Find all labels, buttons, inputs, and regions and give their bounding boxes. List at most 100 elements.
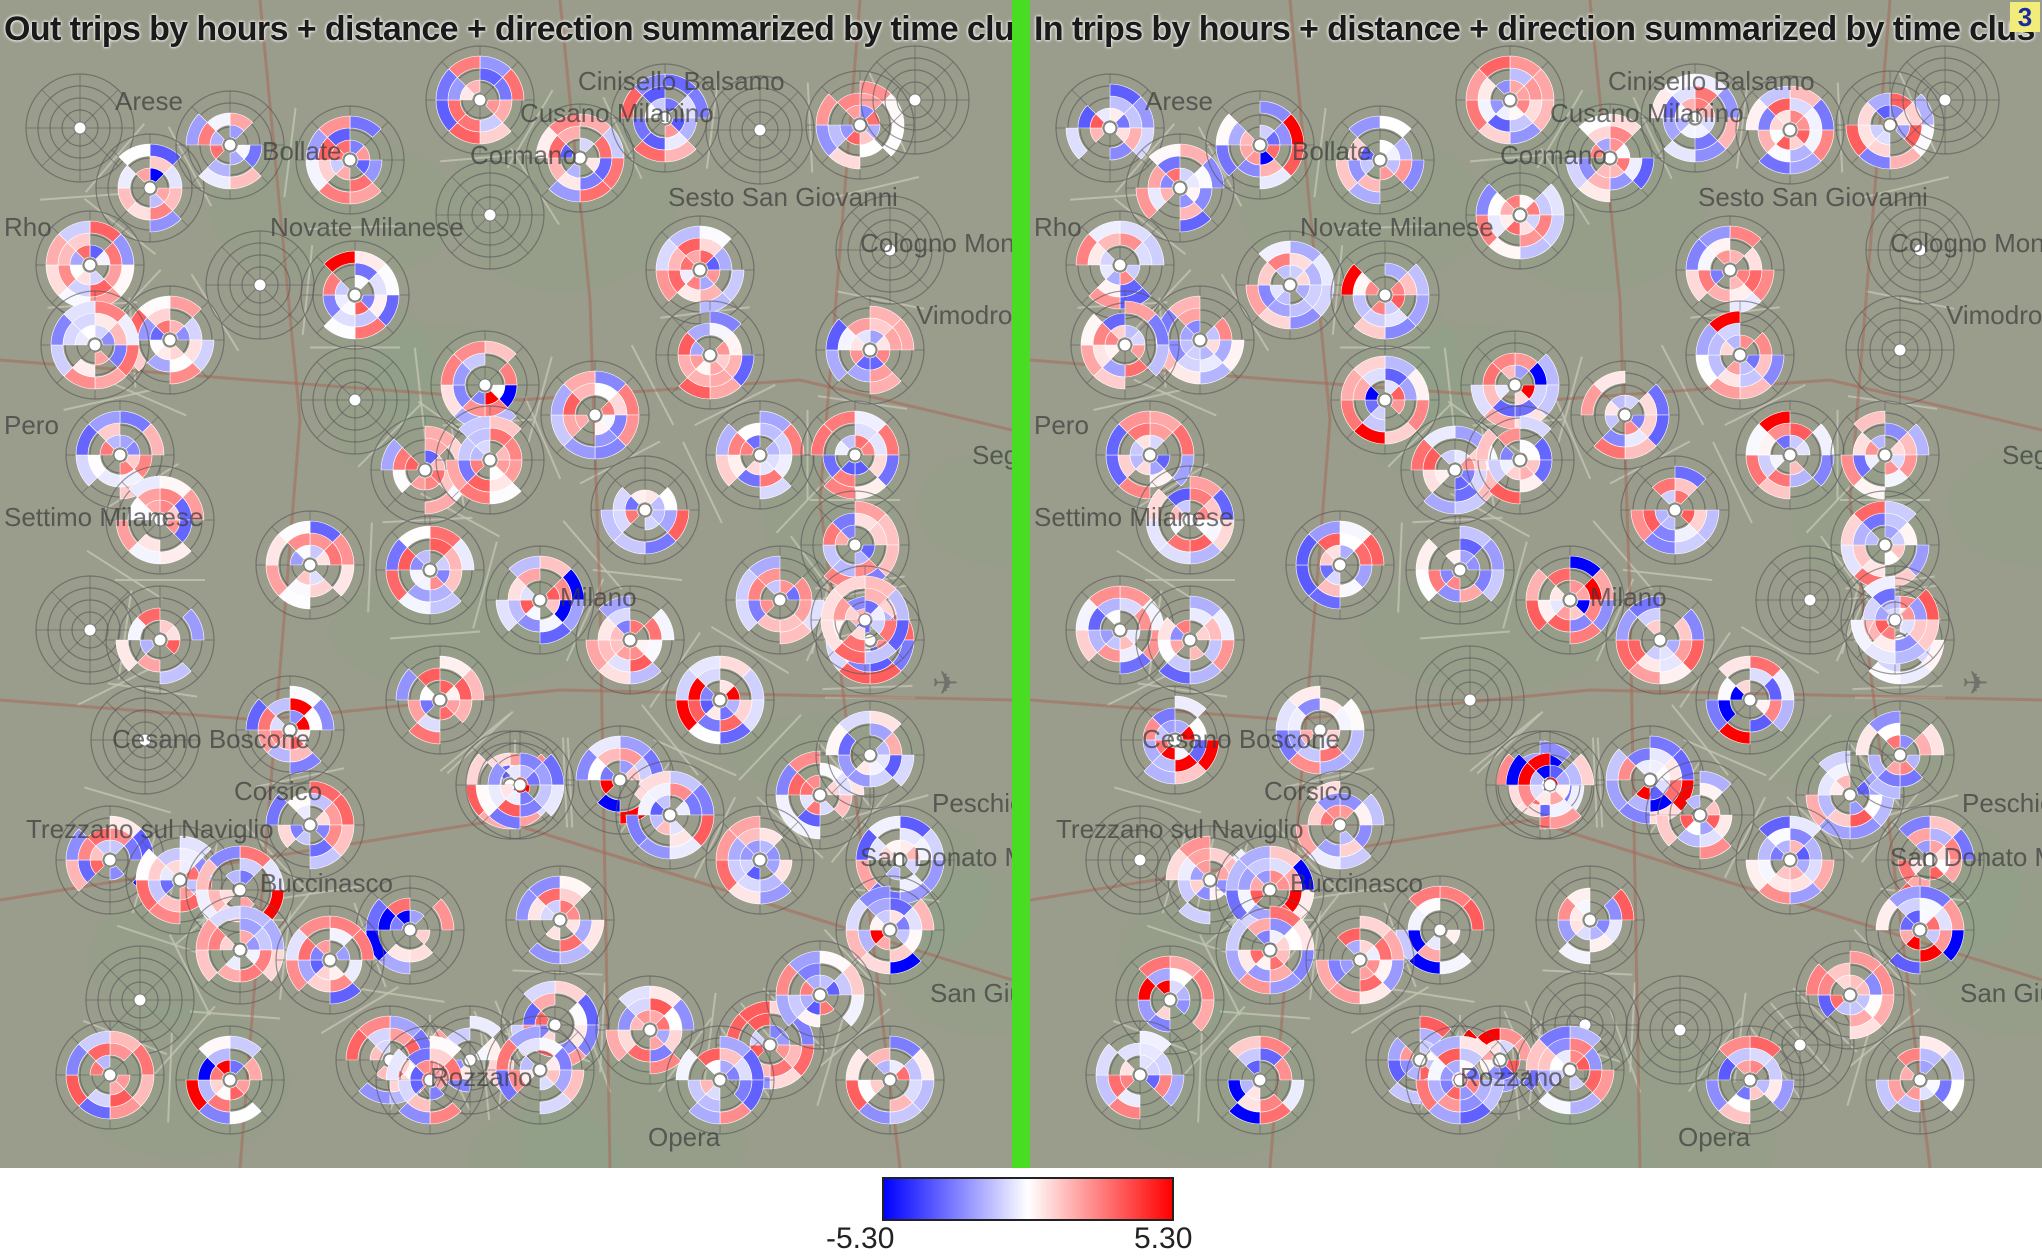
trip-glyph[interactable] [1845, 700, 1955, 810]
trip-glyph[interactable] [55, 1020, 165, 1130]
trip-glyph[interactable] [1830, 400, 1940, 510]
trip-glyph[interactable] [40, 290, 150, 400]
trip-glyph[interactable] [1555, 103, 1665, 213]
trip-glyph[interactable] [1415, 645, 1525, 755]
trip-glyph[interactable] [835, 875, 945, 985]
trip-glyph[interactable] [300, 240, 410, 350]
trip-glyph[interactable] [1205, 1025, 1315, 1135]
trip-glyph[interactable] [1645, 760, 1755, 870]
trip-glyph[interactable] [1305, 905, 1415, 1015]
trip-glyph[interactable] [205, 230, 315, 340]
trip-glyph[interactable] [1605, 585, 1715, 695]
trip-glyph[interactable] [1135, 465, 1245, 575]
trip-glyph[interactable] [665, 1025, 775, 1135]
out-trips-map-panel[interactable]: Out trips by hours + distance + directio… [0, 0, 1012, 1168]
trip-glyph[interactable] [1735, 400, 1845, 510]
out-trips-map[interactable] [0, 0, 1012, 1168]
trip-glyph[interactable] [105, 465, 215, 575]
trip-glyph[interactable] [105, 585, 215, 695]
trip-glyph[interactable] [1085, 805, 1195, 915]
trip-glyph[interactable] [505, 865, 615, 975]
trip-glyph[interactable] [1865, 1025, 1975, 1135]
trip-glyph[interactable] [435, 160, 545, 270]
trip-glyph[interactable] [705, 75, 815, 185]
trip-glyph[interactable] [90, 685, 200, 795]
trip-glyph[interactable] [835, 1025, 945, 1135]
trip-glyph[interactable] [1640, 63, 1750, 173]
trip-glyph[interactable] [525, 103, 635, 213]
trip-glyph[interactable] [1495, 730, 1605, 840]
trip-glyph[interactable] [1055, 73, 1165, 183]
trip-glyph[interactable] [1070, 290, 1180, 400]
trip-glyph[interactable] [860, 45, 970, 155]
trip-glyph[interactable] [375, 515, 485, 625]
trip-glyph[interactable] [375, 1025, 485, 1135]
trip-glyph[interactable] [1735, 805, 1845, 915]
trip-glyph[interactable] [590, 455, 700, 565]
trip-glyph[interactable] [1135, 585, 1245, 695]
trip-glyph[interactable] [1405, 515, 1515, 625]
trip-glyph[interactable] [1465, 405, 1575, 515]
trip-glyph[interactable] [1285, 510, 1395, 620]
trip-glyph[interactable] [1215, 895, 1325, 1005]
trip-glyph[interactable] [1535, 865, 1645, 975]
trip-glyph[interactable] [1865, 195, 1975, 305]
trip-glyph[interactable] [485, 1015, 595, 1125]
trip-glyph[interactable] [1515, 545, 1625, 655]
trip-glyph[interactable] [295, 105, 405, 215]
trip-glyph[interactable] [1890, 45, 2000, 155]
trip-glyph[interactable] [615, 760, 725, 870]
trip-glyph[interactable] [175, 90, 285, 200]
trip-glyph[interactable] [1120, 685, 1230, 795]
trip-glyph[interactable] [1115, 945, 1225, 1055]
trip-glyph[interactable] [595, 975, 705, 1085]
trip-glyph[interactable] [1330, 345, 1440, 455]
trip-glyph[interactable] [185, 895, 295, 1005]
panel-divider[interactable] [1012, 0, 1030, 1168]
trip-glyph[interactable] [1755, 545, 1865, 655]
trip-glyph[interactable] [1205, 90, 1315, 200]
trip-glyph[interactable] [1735, 75, 1845, 185]
trip-glyph[interactable] [255, 510, 365, 620]
trip-glyph[interactable] [705, 400, 815, 510]
trip-glyph[interactable] [1865, 875, 1975, 985]
trip-glyph[interactable] [485, 545, 595, 655]
trip-glyph[interactable] [725, 545, 835, 655]
trip-glyph[interactable] [575, 585, 685, 695]
trip-glyph[interactable] [1330, 240, 1440, 350]
trip-glyph[interactable] [1695, 645, 1805, 755]
in-trips-map-panel[interactable]: In trips by hours + distance + direction… [1030, 0, 2042, 1168]
trip-glyph[interactable] [95, 133, 205, 243]
trip-glyph[interactable] [1695, 1025, 1805, 1135]
trip-glyph[interactable] [1515, 1015, 1625, 1125]
trip-glyph[interactable] [1570, 360, 1680, 470]
trip-glyph[interactable] [705, 805, 815, 915]
trip-glyph[interactable] [1465, 160, 1575, 270]
trip-glyph[interactable] [655, 300, 765, 410]
trip-glyph[interactable] [385, 645, 495, 755]
trip-glyph[interactable] [1675, 215, 1785, 325]
trip-glyph[interactable] [610, 63, 720, 173]
trip-glyph[interactable] [1620, 455, 1730, 565]
trip-glyph[interactable] [1835, 70, 1945, 180]
trip-glyph[interactable] [540, 360, 650, 470]
trip-glyph[interactable] [1125, 133, 1235, 243]
trip-glyph[interactable] [645, 215, 755, 325]
trip-glyph[interactable] [1095, 400, 1205, 510]
trip-glyph[interactable] [1405, 1025, 1515, 1135]
trip-glyph[interactable] [1235, 230, 1345, 340]
trip-glyph[interactable] [1265, 675, 1375, 785]
trip-glyph[interactable] [1325, 105, 1435, 215]
trip-glyph[interactable] [800, 400, 910, 510]
trip-glyph[interactable] [1455, 45, 1565, 155]
trip-glyph[interactable] [1145, 285, 1255, 395]
trip-glyph[interactable] [275, 905, 385, 1015]
trip-glyph[interactable] [1625, 975, 1735, 1085]
trip-glyph[interactable] [810, 565, 920, 675]
in-trips-map[interactable] [1030, 0, 2042, 1168]
trip-glyph[interactable] [1285, 770, 1395, 880]
trip-glyph[interactable] [175, 1025, 285, 1135]
trip-glyph[interactable] [1685, 300, 1795, 410]
trip-glyph[interactable] [255, 770, 365, 880]
trip-glyph[interactable] [1460, 330, 1570, 440]
